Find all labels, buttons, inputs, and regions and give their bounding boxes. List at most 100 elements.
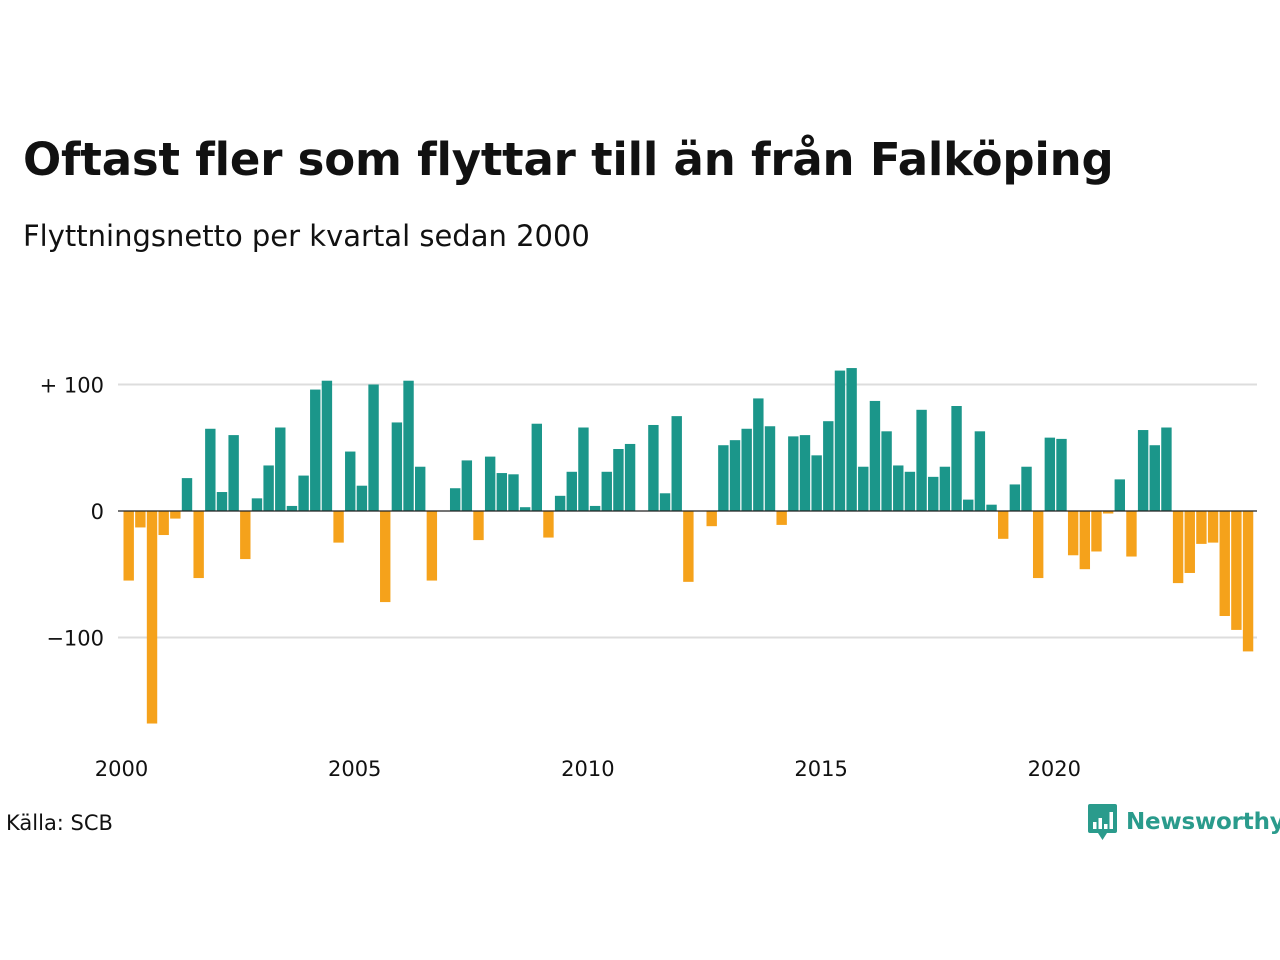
bar: [391, 422, 403, 511]
bar: [1091, 511, 1102, 552]
bar: [624, 443, 636, 511]
bar: [928, 476, 939, 511]
bar: [356, 485, 368, 511]
gridlines: [118, 383, 1257, 639]
bar: [998, 511, 1009, 539]
y-tick-label: + 100: [40, 374, 104, 398]
bar: [613, 449, 624, 511]
x-axis-labels: 2000 2005 2010 2015 2020: [95, 757, 1081, 781]
bar: [508, 474, 519, 511]
bar: [1009, 484, 1021, 511]
bar: [380, 511, 391, 603]
bar: [321, 380, 333, 511]
bar: [753, 398, 764, 511]
bar: [1067, 511, 1079, 556]
bar: [403, 380, 414, 511]
x-tick-label: 2020: [1028, 757, 1081, 781]
bar: [275, 427, 286, 511]
bar: [1126, 511, 1137, 557]
bar: [193, 511, 204, 579]
y-tick-label: 0: [91, 500, 104, 524]
bar: [286, 505, 298, 511]
bar: [1044, 437, 1056, 511]
bar: [1032, 511, 1044, 579]
bar: [916, 409, 927, 511]
bar: [426, 511, 438, 581]
bar: [298, 475, 309, 511]
bar: [718, 445, 729, 511]
bar: [683, 511, 694, 582]
bar: [543, 511, 554, 538]
bar: [939, 466, 951, 511]
bar: [216, 492, 228, 511]
bars: [123, 368, 1254, 724]
bar: [741, 428, 752, 511]
y-tick-label: −100: [46, 627, 104, 651]
bar: [974, 431, 986, 511]
bar: [601, 471, 612, 511]
bar: [333, 511, 344, 543]
y-axis-labels: + 100 0 −100: [40, 374, 104, 651]
bar: [158, 511, 169, 536]
bar: [519, 507, 531, 511]
bar: [263, 465, 274, 511]
bar: [1114, 479, 1125, 511]
bar: [904, 471, 916, 511]
bar: [881, 431, 892, 511]
bar: [1021, 466, 1032, 511]
bar: [846, 368, 857, 511]
bar: [1231, 511, 1242, 630]
chart-title: Oftast fler som flyttar till än från Fal…: [23, 133, 1114, 186]
x-tick-label: 2015: [794, 757, 847, 781]
x-tick-label: 2000: [95, 757, 148, 781]
bar: [764, 426, 776, 511]
bar: [811, 455, 822, 511]
bar: [1172, 511, 1184, 584]
bar: [368, 384, 379, 511]
bar: [228, 435, 239, 511]
bar: [123, 511, 134, 581]
bar: [484, 456, 496, 511]
bar: [461, 460, 473, 511]
bar: [799, 435, 811, 511]
bar: [706, 511, 717, 527]
bar: [531, 423, 542, 511]
bar: [310, 389, 321, 511]
bar-chart: + 100 0 −100 2000 2005 2010 2015 2020: [40, 368, 1257, 781]
bar: [893, 465, 904, 511]
bar: [729, 440, 741, 511]
bar: [251, 498, 263, 511]
bar: [648, 424, 659, 511]
bar: [776, 511, 787, 525]
x-tick-label: 2010: [561, 757, 614, 781]
bar: [671, 416, 682, 511]
bar: [1219, 511, 1230, 616]
bar: [869, 400, 881, 511]
bar: [1056, 438, 1067, 511]
newsworthy-brand[interactable]: Newsworthy: [1088, 804, 1280, 840]
bar: [589, 505, 601, 511]
bar: [1242, 511, 1254, 652]
bar: [788, 436, 799, 511]
bar: [205, 428, 216, 511]
bar: [473, 511, 484, 541]
bar: [1196, 511, 1207, 544]
bar: [146, 511, 158, 724]
bar: [823, 421, 834, 511]
bar: [554, 495, 566, 511]
bar: [345, 451, 356, 511]
bar: [1184, 511, 1195, 573]
bar: [181, 478, 193, 511]
bar: [659, 493, 671, 511]
bar: [1102, 511, 1114, 514]
bar: [566, 471, 577, 511]
bar: [834, 370, 846, 511]
bar: [1079, 511, 1091, 570]
source-note: Källa: SCB: [6, 811, 113, 835]
chart-subtitle: Flyttningsnetto per kvartal sedan 2000: [23, 219, 590, 253]
newsworthy-logo-icon: [1088, 804, 1117, 840]
bar: [170, 511, 181, 519]
bar: [415, 466, 426, 511]
x-tick-label: 2005: [328, 757, 381, 781]
bar: [986, 504, 997, 511]
